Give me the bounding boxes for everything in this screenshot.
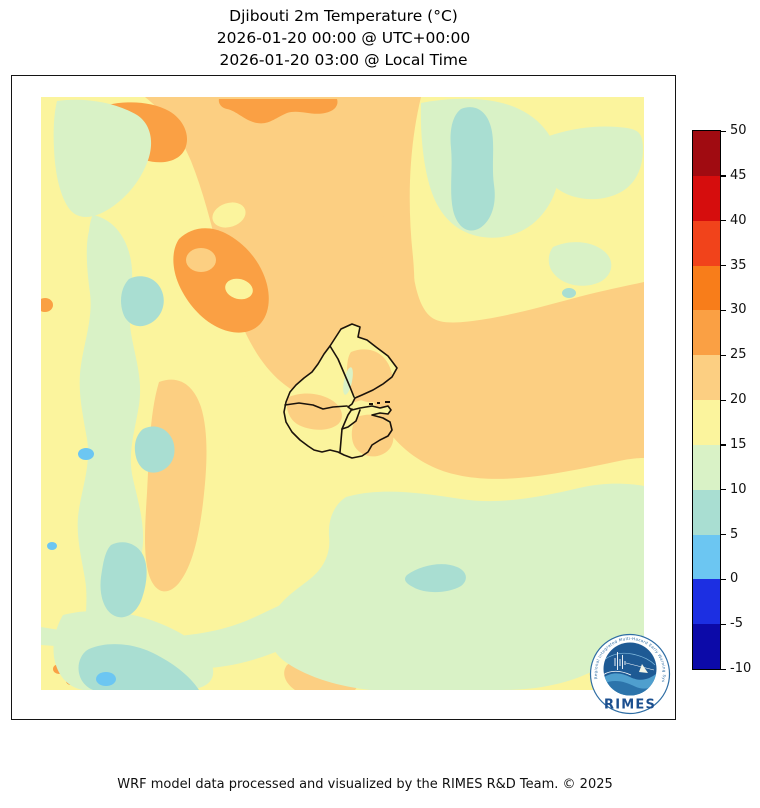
colorbar-tick-label: 20: [730, 392, 747, 408]
temperature-contour-map: [41, 97, 644, 690]
title-line-local: 2026-01-20 03:00 @ Local Time: [219, 51, 468, 69]
colorbar-band: [693, 220, 720, 266]
region-border-arta: [341, 409, 361, 430]
logo-wordmark: RIMES: [604, 698, 656, 713]
colorbar-tick-label: 5: [730, 526, 739, 542]
colorbar-tick-label: 50: [730, 123, 747, 139]
colorbar-band: [693, 400, 720, 446]
title-line-variable: Djibouti 2m Temperature (°C): [229, 7, 458, 25]
colorbar-tick: [721, 354, 726, 356]
colorbar-band: [693, 444, 720, 491]
colorbar-tick: [721, 444, 726, 446]
colorbar-tick-label: 10: [730, 481, 747, 497]
colorbar-tick-label: 35: [730, 257, 747, 273]
colorbar-band: [693, 579, 720, 625]
colorbar-tick: [721, 309, 726, 312]
logo-seismograph: [614, 652, 626, 670]
colorbar-band: [693, 175, 720, 222]
djibouti-boundary: [283, 323, 398, 459]
contour-yellow-islands: [212, 202, 293, 517]
colorbar-band: [693, 624, 720, 670]
djibouti-country: [283, 323, 398, 459]
colorbar-tick-label: 30: [730, 302, 747, 318]
colorbar-tick-label: -5: [730, 616, 743, 632]
colorbar-tick-label: 0: [730, 571, 739, 587]
region-border-dikhil-alisabieh: [339, 408, 353, 453]
colorbar-band: [693, 310, 720, 356]
colorbar-tick: [721, 668, 726, 670]
colorbar-tick: [721, 534, 726, 536]
colorbar-tick: [721, 578, 726, 581]
colorbar-tick: [721, 623, 726, 625]
colorbar-band: [693, 489, 720, 535]
colorbar-tick-label: 15: [730, 437, 747, 453]
colorbar-tick: [721, 130, 726, 132]
logo-sail: [639, 664, 648, 673]
colorbar-tick-label: -10: [730, 661, 752, 677]
colorbar-tick-label: 25: [730, 347, 747, 363]
colorbar-tick: [721, 175, 726, 177]
region-border-tadjourah-dikhil: [284, 402, 348, 410]
contour-fill-layer-blue: [47, 448, 116, 686]
colorbar-band: [693, 131, 720, 177]
region-border-obock-tadjourah: [329, 345, 355, 398]
colorbar-tick-label: 40: [730, 212, 747, 228]
temperature-colorbar: 50 45 40 35 30 25 20 15 10 5 0 -5 -10: [692, 123, 751, 676]
colorbar-tick: [721, 489, 726, 491]
title-line-utc: 2026-01-20 00:00 @ UTC+00:00: [216, 29, 471, 47]
colorbar-tick: [721, 399, 726, 401]
colorbar-tick: [721, 220, 726, 222]
moucha-islands: [369, 401, 390, 405]
colorbar-band: [693, 534, 720, 580]
colorbar-band: [693, 355, 720, 401]
colorbar-tick: [721, 265, 726, 267]
orange-blob-peach-hole: [186, 248, 216, 272]
footer-credit: WRF model data processed and visualized …: [117, 777, 613, 792]
colorbar-tick-label: 45: [730, 168, 747, 184]
rimes-logo: Regional Integrated Multi-Hazard Early W…: [589, 633, 671, 715]
plot-title: Djibouti 2m Temperature (°C) 2026-01-20 …: [0, 5, 687, 71]
colorbar-band: [693, 265, 720, 311]
